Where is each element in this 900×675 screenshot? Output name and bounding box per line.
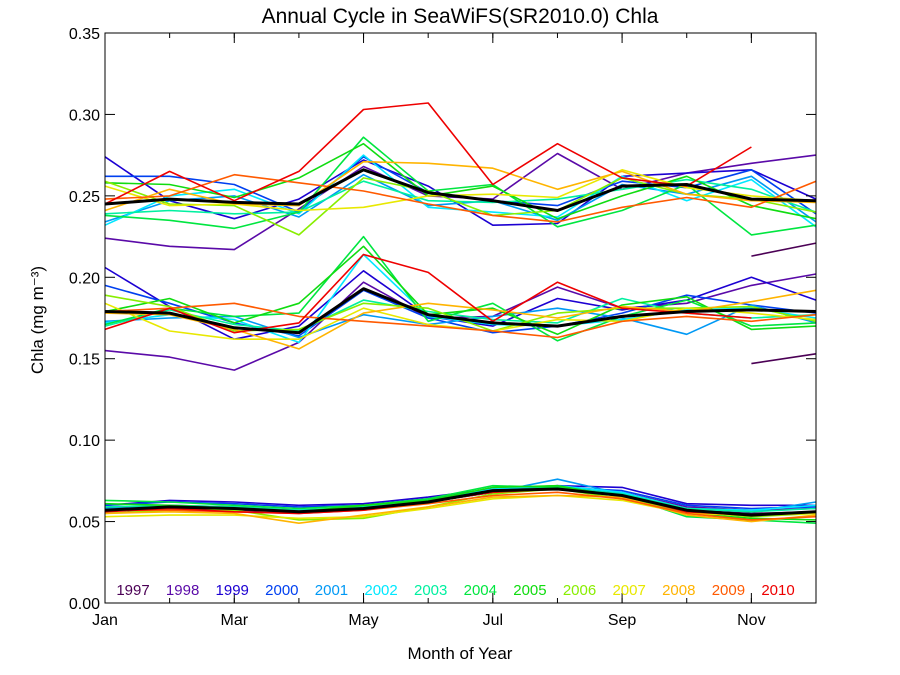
legend-entry-2001: 2001 — [315, 582, 348, 599]
mean-line-lower — [104, 487, 817, 517]
plot-frame — [104, 32, 817, 604]
legend-entry-1997: 1997 — [116, 582, 149, 599]
x-tick-label: Mar — [220, 612, 248, 629]
x-tick-label: Jul — [483, 612, 503, 629]
ticks-layer: 0.00 0.05 0.10 0.15 0.20 0.25 0.30 0.35 Jan Mar Ma… — [69, 26, 817, 629]
x-tick-label: Nov — [737, 612, 765, 629]
series-line-1999-upper — [104, 156, 817, 226]
series-line-2009-middle — [104, 302, 817, 339]
legend-entry-2003: 2003 — [414, 582, 447, 599]
x-tick-label: Jan — [92, 612, 118, 629]
legend-entry-2010: 2010 — [761, 582, 794, 599]
y-tick-label: 0.00 — [69, 596, 100, 613]
legend-entry-2005: 2005 — [513, 582, 546, 599]
legend-entry-1999: 1999 — [216, 582, 249, 599]
mean-line-upper — [104, 168, 817, 212]
legend-entry-2006: 2006 — [563, 582, 596, 599]
mean-line-middle — [104, 287, 817, 335]
series-line-2009-upper — [104, 173, 817, 223]
series-layer — [104, 102, 817, 524]
series-line-2007-upper — [104, 169, 817, 212]
legend: 1997 1998 1999 2000 2001 2002 2003 2004 2005 2006… — [116, 582, 794, 599]
chart-title: Annual Cycle in SeaWiFS(SR2010.0) Chla — [262, 5, 659, 28]
y-tick-label: 0.35 — [69, 26, 100, 43]
legend-entry-1998: 1998 — [166, 582, 199, 599]
y-tick-label: 0.25 — [69, 189, 100, 206]
x-axis-label: Month of Year — [408, 644, 513, 663]
legend-entry-2008: 2008 — [662, 582, 695, 599]
y-tick-label: 0.05 — [69, 515, 100, 532]
legend-entry-2002: 2002 — [364, 582, 397, 599]
series-line-2004-lower — [104, 484, 817, 524]
y-tick-label: 0.15 — [69, 352, 100, 369]
x-tick-label: Sep — [608, 612, 637, 629]
mean-layer — [104, 168, 817, 517]
series-line-2004-upper — [104, 136, 817, 236]
legend-entry-2009: 2009 — [712, 582, 745, 599]
series-line-2005-middle — [104, 245, 817, 336]
x-tick-label: May — [348, 612, 378, 629]
series-line-2008-lower — [104, 494, 817, 524]
y-axis-label: Chla (mg m⁻³) — [28, 266, 47, 374]
y-tick-label: 0.30 — [69, 107, 100, 124]
series-line-2010-middle — [104, 253, 752, 334]
y-tick-label: 0.20 — [69, 270, 100, 287]
series-line-2004-middle — [104, 235, 817, 342]
series-line-1998-middle — [104, 273, 817, 371]
y-tick-label: 0.10 — [69, 433, 100, 450]
series-line-1997-upper — [751, 242, 817, 257]
legend-entry-2004: 2004 — [464, 582, 497, 599]
legend-entry-2007: 2007 — [612, 582, 645, 599]
legend-entry-2000: 2000 — [265, 582, 298, 599]
series-line-2010-upper — [104, 102, 752, 205]
series-line-1997-middle — [751, 353, 817, 365]
